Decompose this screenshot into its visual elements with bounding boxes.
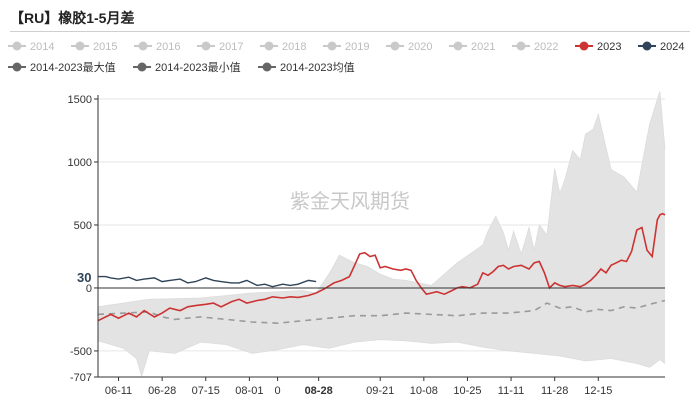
legend-label: 2014-2023最小值 (155, 61, 241, 74)
legend-item-2019[interactable]: 2019 (323, 41, 369, 53)
y-tick-label: 500 (74, 220, 92, 232)
series-2024-line (98, 275, 317, 288)
x-tick-label: 11-28 (541, 385, 568, 397)
y-tick-label: -500 (70, 346, 92, 358)
y-tick-label: 0 (86, 283, 92, 295)
legend-marker-icon (12, 41, 22, 51)
legend-label: 2022 (534, 41, 558, 53)
legend-item-2021[interactable]: 2021 (449, 41, 495, 53)
legend-item-2022[interactable]: 2022 (512, 41, 558, 53)
x-tick-label: 07-15 (192, 385, 220, 397)
legend-item-2016[interactable]: 2016 (134, 41, 180, 53)
x-tick-label: 0 (275, 385, 281, 397)
legend-marker-icon (75, 41, 85, 51)
legend-item-2014-2023最大值[interactable]: 2014-2023最大值 (8, 60, 116, 74)
x-tick-label: 11-11 (498, 385, 525, 397)
legend-label: 2015 (93, 41, 117, 53)
legend-item-2018[interactable]: 2018 (260, 41, 306, 53)
series-min-line (97, 339, 666, 378)
legend-label: 2018 (282, 41, 306, 53)
legend-marker-icon (390, 41, 400, 51)
legend-item-2015[interactable]: 2015 (71, 41, 117, 53)
y-tick-label: 1000 (68, 157, 92, 169)
axes: 1500 1000 500 0 -500 -707 06-11 06-28 07-15 08-01… (68, 94, 665, 397)
legend-label: 2016 (156, 41, 180, 53)
x-tick-label: 06-28 (148, 385, 176, 397)
y-tick-label: 1500 (68, 94, 92, 106)
legend-label: 2023 (597, 41, 621, 53)
legend-label: 2021 (471, 41, 495, 53)
range-band (98, 91, 665, 377)
legend-item-2014[interactable]: 2014 (8, 41, 54, 53)
legend-label: 2014-2023最大值 (30, 60, 116, 74)
legend-marker-icon (264, 41, 274, 51)
x-tick-label: 08-28 (305, 385, 333, 397)
axis-pointer-label: 30 (77, 270, 91, 285)
legend-marker-icon (137, 62, 147, 72)
chart-title: 【RU】橡胶1-5月差 (10, 10, 135, 26)
legend-marker-icon (642, 41, 652, 51)
legend-label: 2014 (30, 41, 54, 53)
legend-marker-icon (262, 62, 272, 72)
legend-marker-icon (516, 41, 526, 51)
legend: 2014 2015 2016 2017 2018 2019 2020 2021 2022 2023… (8, 41, 684, 74)
legend-item-2020[interactable]: 2020 (386, 41, 432, 53)
legend-marker-icon (12, 62, 22, 72)
watermark: 紫金天风期货 (290, 190, 410, 213)
legend-marker-icon (138, 41, 148, 51)
legend-label: 2014-2023均值 (280, 61, 355, 74)
legend-marker-icon (453, 41, 463, 51)
legend-marker-icon (327, 41, 337, 51)
series-2023-line (97, 212, 666, 322)
series-max-line (97, 91, 666, 308)
legend-marker-icon (579, 41, 589, 51)
x-tick-label: 08-01 (235, 385, 263, 397)
legend-label: 2017 (219, 41, 243, 53)
legend-item-2023[interactable]: 2023 (575, 41, 621, 53)
x-tick-label: 10-08 (410, 385, 438, 397)
series-avg-line (97, 299, 666, 325)
legend-item-2014-2023最小值[interactable]: 2014-2023最小值 (133, 61, 241, 74)
legend-item-2017[interactable]: 2017 (197, 41, 243, 53)
y-tick-label: -707 (70, 372, 92, 384)
x-tick-label: 12-15 (584, 385, 612, 397)
legend-item-2024[interactable]: 2024 (638, 41, 684, 53)
legend-marker-icon (201, 41, 211, 51)
plot-area (97, 91, 666, 378)
legend-label: 2019 (345, 41, 369, 53)
legend-label: 2020 (408, 41, 432, 53)
x-tick-label: 10-25 (453, 385, 481, 397)
x-tick-label: 06-11 (105, 385, 132, 397)
title-divider (10, 31, 690, 32)
x-tick-label: 09-21 (366, 385, 394, 397)
legend-label: 2024 (660, 41, 684, 53)
legend-item-2014-2023均值[interactable]: 2014-2023均值 (258, 61, 355, 74)
